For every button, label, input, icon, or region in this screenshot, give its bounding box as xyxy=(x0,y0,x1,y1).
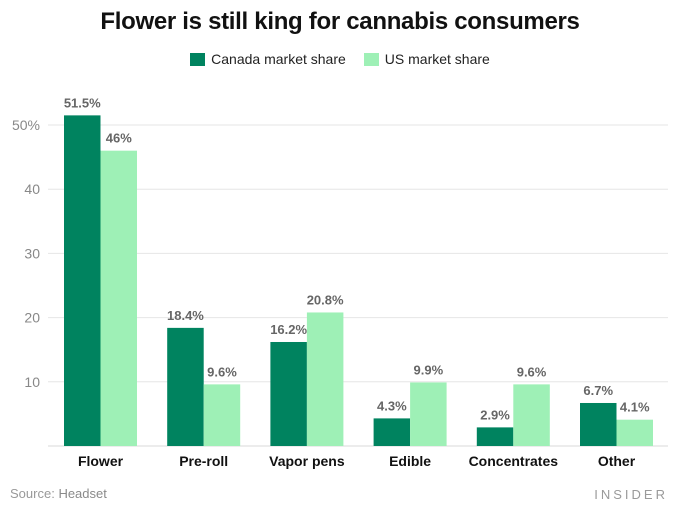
chart-title: Flower is still king for cannabis consum… xyxy=(100,8,580,35)
legend-label-us: US market share xyxy=(384,51,490,67)
legend-swatch-us xyxy=(363,52,379,66)
data-label: 9.6% xyxy=(207,364,237,379)
x-tick-label: Other xyxy=(598,453,636,469)
legend-label-canada: Canada market share xyxy=(211,51,346,67)
bar-us xyxy=(203,384,241,446)
x-tick-label: Edible xyxy=(389,453,431,469)
bar-us xyxy=(306,312,344,446)
x-tick-label: Concentrates xyxy=(469,453,559,469)
data-label: 6.7% xyxy=(583,383,613,398)
source-value: Headset xyxy=(58,486,107,501)
legend-swatch-canada xyxy=(190,52,206,66)
bar-us xyxy=(513,384,550,446)
source-note: Source: Headset xyxy=(10,486,107,501)
bar-us xyxy=(616,419,653,446)
data-label: 4.1% xyxy=(620,400,650,415)
brand-logo: INSIDER xyxy=(594,487,668,502)
bar-us xyxy=(410,382,447,446)
legend-item-canada: Canada market share xyxy=(190,51,346,67)
data-label: 46% xyxy=(106,131,132,146)
data-label: 16.2% xyxy=(270,322,307,337)
y-tick-label: 30 xyxy=(24,245,40,261)
data-label: 20.8% xyxy=(307,292,344,307)
data-label: 2.9% xyxy=(480,407,510,422)
source-label: Source: xyxy=(10,486,55,501)
data-label: 9.6% xyxy=(517,364,547,379)
y-tick-label: 10 xyxy=(24,374,40,390)
x-tick-label: Pre-roll xyxy=(179,453,228,469)
bar-canada xyxy=(270,341,307,446)
y-tick-label: 40 xyxy=(24,181,40,197)
data-label: 18.4% xyxy=(167,308,204,323)
y-tick-label: 20 xyxy=(24,310,40,326)
bar-canada xyxy=(167,327,204,446)
data-label: 51.5% xyxy=(64,95,101,110)
y-tick-label: 50% xyxy=(12,117,40,133)
data-label: 4.3% xyxy=(377,398,407,413)
bar-canada xyxy=(476,427,514,446)
data-label: 9.9% xyxy=(414,362,444,377)
bar-canada xyxy=(580,402,617,446)
bar-canada xyxy=(373,418,411,446)
bar-canada xyxy=(64,115,101,447)
x-tick-label: Vapor pens xyxy=(269,453,345,469)
legend-item-us: US market share xyxy=(363,51,490,67)
x-tick-label: Flower xyxy=(78,453,124,469)
bar-us xyxy=(100,150,137,446)
legend: Canada market share US market share xyxy=(0,51,680,67)
